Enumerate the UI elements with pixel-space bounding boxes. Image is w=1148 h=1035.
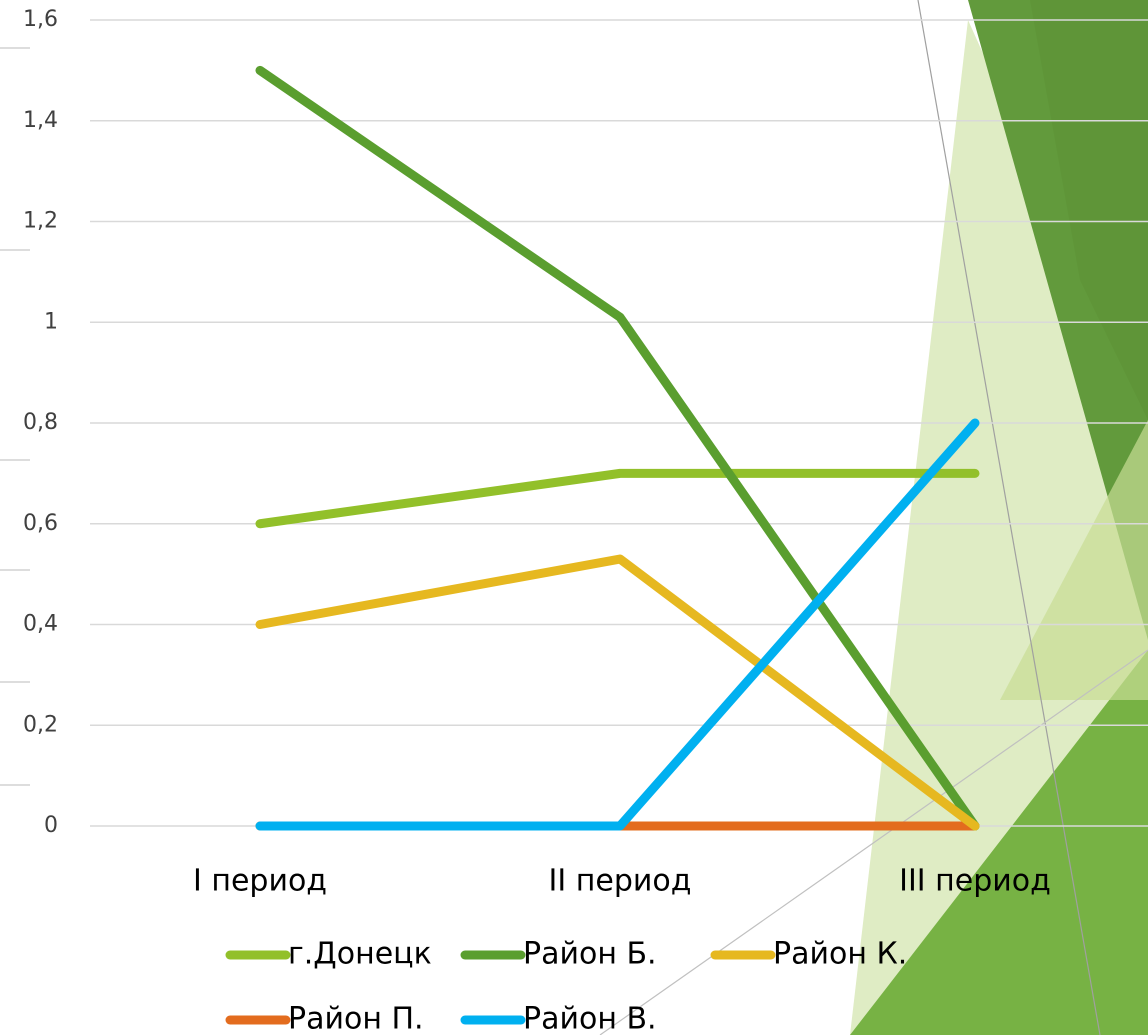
legend-label: Район Б. bbox=[523, 937, 657, 972]
x-tick-label: II период bbox=[549, 864, 692, 899]
series-line bbox=[255, 418, 980, 831]
mid-triangle bbox=[850, 650, 1148, 1035]
deco-line bbox=[599, 649, 1148, 1035]
deco-line bbox=[917, 0, 1101, 1035]
y-tick-label: 0,6 bbox=[23, 511, 58, 536]
y-tick-label: 1 bbox=[44, 309, 58, 334]
legend-label: г.Донецк bbox=[288, 937, 432, 972]
y-tick-label: 0 bbox=[44, 813, 58, 838]
y-tick-label: 1,4 bbox=[23, 108, 58, 133]
dark-triangle-2 bbox=[1030, 0, 1148, 420]
y-tick-label: 1,2 bbox=[23, 209, 58, 234]
y-tick-label: 0,2 bbox=[23, 712, 58, 737]
series-line bbox=[255, 65, 980, 831]
series-line bbox=[255, 554, 980, 831]
legend-label: Район П. bbox=[288, 1002, 424, 1035]
x-tick-label: III период bbox=[899, 864, 1051, 899]
light-triangle bbox=[1000, 420, 1148, 700]
legend-label: Район К. bbox=[773, 937, 907, 972]
y-tick-label: 0,8 bbox=[23, 410, 58, 435]
y-tick-label: 1,6 bbox=[23, 7, 58, 32]
series-line bbox=[255, 468, 980, 529]
x-tick-label: I период bbox=[193, 864, 327, 899]
legend-label: Район В. bbox=[523, 1002, 657, 1035]
y-tick-label: 0,4 bbox=[23, 612, 58, 637]
